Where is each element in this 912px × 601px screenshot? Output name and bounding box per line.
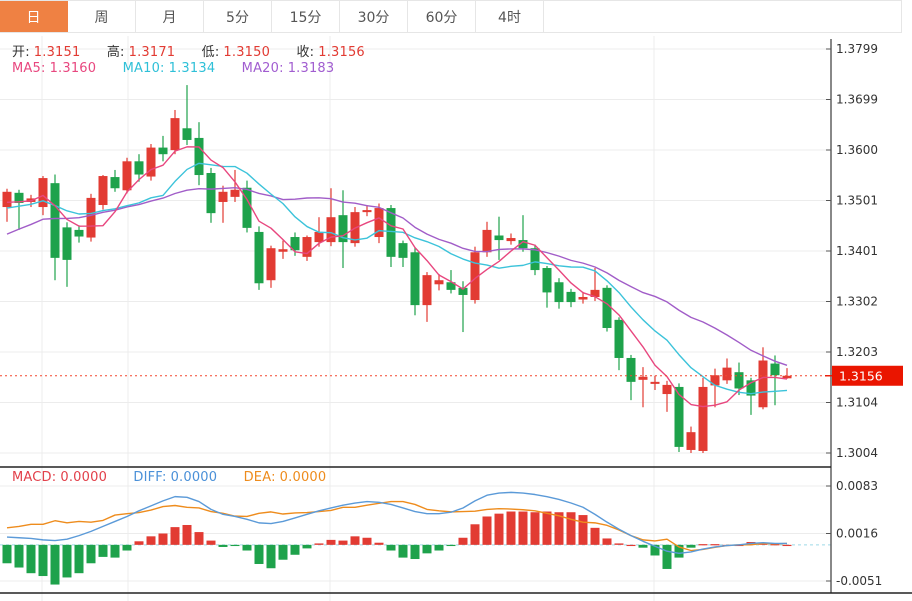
tab-bar-filler: [544, 1, 901, 32]
svg-text:1.3600: 1.3600: [836, 143, 878, 157]
low-value: 1.3150: [223, 45, 271, 60]
tab-15分[interactable]: 15分: [272, 1, 340, 32]
candles-group: [2, 85, 792, 453]
current-price-badge: 1.3156: [825, 365, 903, 386]
svg-text:1.3501: 1.3501: [836, 194, 878, 208]
tab-月[interactable]: 月: [136, 1, 204, 32]
macd-label: MACD:: [12, 470, 57, 485]
high-value: 1.3171: [128, 45, 176, 60]
open-value: 1.3151: [33, 45, 81, 60]
ma20-value: 1.3183: [287, 61, 335, 76]
dea-label: DEA:: [243, 470, 276, 485]
ohlc-legend: 开: 1.3151 高: 1.3171 低: 1.3150 收: 1.3156: [12, 41, 369, 60]
svg-text:1.3799: 1.3799: [836, 42, 878, 56]
low-label: 低:: [201, 45, 220, 60]
period-tab-bar: 日周月 5分 15分 30分 60分 4时: [0, 0, 902, 33]
diff-value: 0.0000: [170, 470, 218, 485]
gridlines-group: [0, 36, 831, 601]
tab-30分[interactable]: 30分: [340, 1, 408, 32]
ma10-label: MA10:: [122, 61, 165, 76]
ma5-value: 1.3160: [49, 61, 97, 76]
tab-周[interactable]: 周: [68, 1, 136, 32]
diff-label: DIFF:: [133, 470, 167, 485]
high-label: 高:: [106, 45, 125, 60]
svg-text:1.3302: 1.3302: [836, 295, 878, 309]
svg-text:1.3156: 1.3156: [839, 368, 883, 383]
tab-4时[interactable]: 4时: [476, 1, 544, 32]
macd-value: 0.0000: [60, 470, 108, 485]
ma10-value: 1.3134: [168, 61, 216, 76]
svg-text:1.3104: 1.3104: [836, 396, 878, 410]
svg-text:1.3203: 1.3203: [836, 345, 878, 359]
svg-text:-0.0051: -0.0051: [836, 574, 882, 588]
ma-lines-group: [6, 146, 788, 408]
svg-text:0.0016: 0.0016: [836, 527, 878, 541]
tab-60分[interactable]: 60分: [408, 1, 476, 32]
tab-日[interactable]: 日: [0, 1, 68, 32]
ma-legend: MA5: 1.3160 MA10: 1.3134 MA20: 1.3183: [12, 61, 338, 76]
svg-text:1.3401: 1.3401: [836, 244, 878, 258]
macd-histogram-group: [2, 491, 792, 585]
svg-text:1.3004: 1.3004: [836, 446, 878, 460]
close-value: 1.3156: [318, 45, 365, 60]
close-label: 收:: [296, 45, 315, 60]
dea-value: 0.0000: [279, 470, 327, 485]
price-axis-group: 1.3799 1.3699 1.3600 1.3501 1.3401 1.3302 1.32…: [826, 39, 882, 593]
svg-text:1.3699: 1.3699: [836, 93, 878, 107]
svg-text:0.0083: 0.0083: [836, 479, 878, 493]
tab-5分[interactable]: 5分: [204, 1, 272, 32]
open-label: 开:: [12, 45, 30, 60]
ma20-label: MA20:: [241, 61, 284, 76]
macd-legend: MACD: 0.0000 DIFF: 0.0000 DEA: 0.0000: [12, 470, 330, 485]
ma5-label: MA5:: [12, 61, 46, 76]
